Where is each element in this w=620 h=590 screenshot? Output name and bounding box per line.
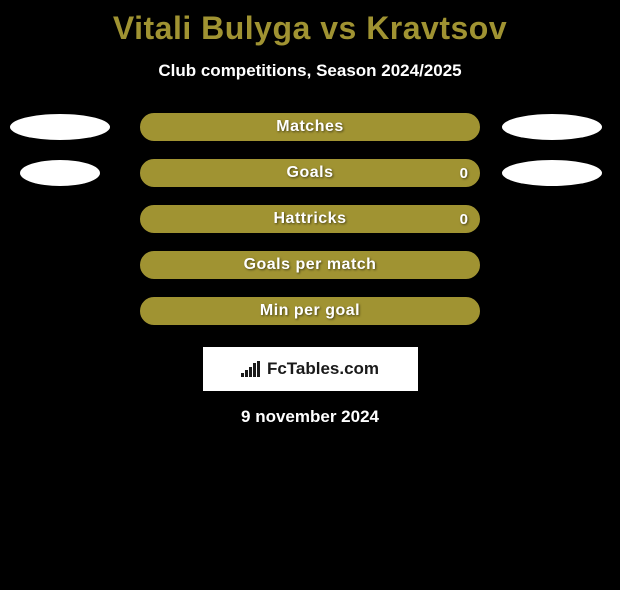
page-title: Vitali Bulyga vs Kravtsov — [0, 10, 620, 47]
stat-bar: Matches — [140, 113, 480, 141]
stat-row: Goals 0 — [0, 159, 620, 187]
stat-bar-label: Matches — [276, 118, 344, 136]
left-value-ellipse — [20, 160, 100, 186]
stat-bar-label: Goals per match — [244, 256, 377, 274]
stat-bar-label: Hattricks — [274, 210, 347, 228]
logo-bars-icon — [241, 361, 261, 377]
stat-rows: Matches Goals 0 Hattricks 0 Goals per match Mi… — [0, 113, 620, 325]
right-value-ellipse — [502, 160, 602, 186]
stat-bar: Hattricks 0 — [140, 205, 480, 233]
stat-row: Goals per match — [0, 251, 620, 279]
stat-bar: Goals per match — [140, 251, 480, 279]
stat-bar-label: Min per goal — [260, 302, 360, 320]
logo-text: FcTables.com — [267, 359, 379, 379]
stat-bar-right-value: 0 — [460, 211, 468, 228]
stat-row: Matches — [0, 113, 620, 141]
fctables-logo: FcTables.com — [203, 347, 418, 391]
stat-bar-label: Goals — [287, 164, 334, 182]
right-value-ellipse — [502, 114, 602, 140]
stat-bar: Min per goal — [140, 297, 480, 325]
subtitle: Club competitions, Season 2024/2025 — [0, 61, 620, 81]
left-value-ellipse — [10, 114, 110, 140]
stat-bar: Goals 0 — [140, 159, 480, 187]
date-text: 9 november 2024 — [0, 407, 620, 427]
stat-row: Hattricks 0 — [0, 205, 620, 233]
stat-bar-right-value: 0 — [460, 165, 468, 182]
stat-row: Min per goal — [0, 297, 620, 325]
